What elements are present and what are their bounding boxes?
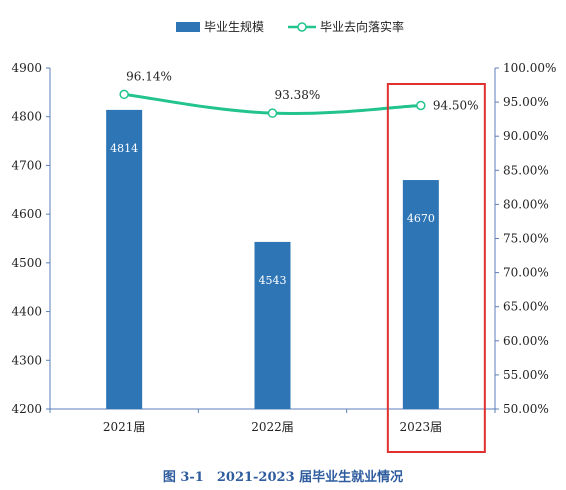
line-series: 96.14% 93.38% 94.50% — [119, 69, 479, 118]
bar — [106, 109, 143, 409]
right-tick-label: 75.00% — [503, 232, 549, 246]
highlight — [386, 83, 486, 453]
rate-marker — [267, 108, 278, 118]
left-tick-label: 4900 — [11, 61, 42, 75]
bar-value-label: 4670 — [407, 212, 435, 225]
left-tick-label: 4700 — [11, 158, 42, 172]
category-label: 2021届 — [103, 420, 146, 434]
category-label: 2022届 — [251, 420, 294, 434]
right-tick-label: 90.00% — [503, 129, 549, 143]
left-tick-label: 4600 — [11, 207, 42, 221]
figure-caption: 图 3-1 2021-2023 届毕业生就业情况 — [162, 470, 404, 485]
axes: 4200 4300 4400 4500 4600 4700 4800 4900 50.00% 55… — [11, 61, 556, 434]
right-tick-label: 65.00% — [503, 300, 549, 314]
bars: 4814 4543 4670 — [106, 109, 439, 409]
left-tick-label: 4300 — [11, 353, 42, 367]
bar — [402, 180, 439, 409]
bar-value-label: 4814 — [110, 142, 138, 155]
right-tick-label: 55.00% — [503, 368, 549, 382]
chart: 毕业生规模 毕业去向落实率 4200 4300 4400 4500 4600 4700 48… — [11, 19, 556, 453]
rate-value-label: 96.14% — [126, 69, 172, 83]
right-tick-label: 100.00% — [503, 61, 556, 75]
bar — [254, 241, 291, 409]
rate-value-label: 93.38% — [275, 88, 321, 102]
category-label: 2023届 — [400, 420, 443, 434]
legend: 毕业生规模 毕业去向落实率 — [176, 19, 404, 34]
right-tick-label: 60.00% — [503, 334, 549, 348]
rate-marker — [416, 100, 426, 111]
left-tick-label: 4400 — [11, 305, 42, 319]
legend-line-marker — [297, 22, 307, 32]
left-tick-label: 4200 — [11, 402, 42, 416]
right-tick-label: 95.00% — [503, 95, 549, 109]
right-tick-label: 70.00% — [503, 266, 549, 280]
right-tick-label: 80.00% — [503, 197, 549, 211]
left-tick-label: 4500 — [11, 256, 42, 270]
rate-marker — [119, 89, 129, 100]
right-tick-label: 85.00% — [503, 163, 549, 177]
legend-bar-label: 毕业生规模 — [204, 19, 264, 34]
legend-line-label: 毕业去向落实率 — [320, 19, 404, 34]
rate-value-label: 94.50% — [433, 99, 479, 113]
right-tick-label: 50.00% — [503, 402, 549, 416]
bar-value-label: 4543 — [259, 274, 287, 287]
left-tick-label: 4800 — [11, 110, 42, 124]
legend-bar-swatch — [176, 22, 200, 32]
highlight-box — [386, 83, 486, 453]
